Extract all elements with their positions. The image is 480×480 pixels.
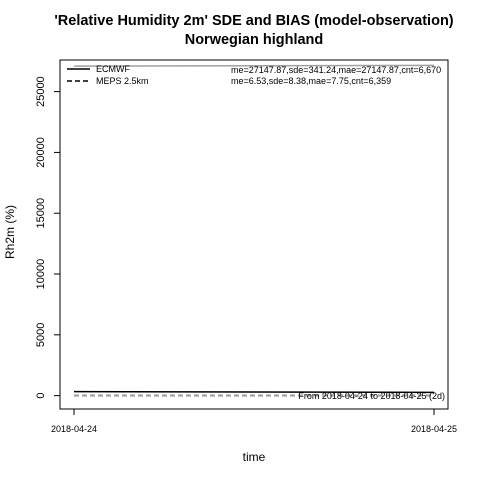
legend-label-ecmwf: ECMWF [96, 64, 130, 74]
y-tick-label: 15000 [35, 198, 47, 229]
y-tick-label: 0 [35, 393, 47, 399]
legend: ECMWF me=27147.87,sde=341.24,mae=27147.8… [67, 64, 441, 86]
y-tick-label: 10000 [35, 259, 47, 290]
date-range-annotation: From 2018-04-24 to 2018-04-25 (2d) [298, 391, 445, 401]
y-tick-label: 5000 [35, 323, 47, 347]
legend-label-meps: MEPS 2.5km [96, 76, 149, 86]
x-tick-label: 2018-04-24 [51, 424, 97, 434]
legend-stats-ecmwf: me=27147.87,sde=341.24,mae=27147.87,cnt=… [231, 65, 441, 75]
chart-title: 'Relative Humidity 2m' SDE and BIAS (mod… [54, 13, 453, 29]
x-axis: 2018-04-24 2018-04-25 [51, 408, 457, 434]
x-tick-label: 2018-04-25 [411, 424, 457, 434]
series-layer [73, 64, 435, 397]
x-axis-label: time [243, 450, 266, 464]
y-axis: 0 5000 10000 15000 20000 25000 [35, 76, 61, 399]
y-axis-label: Rh2m (%) [3, 205, 17, 259]
series-line-0 [73, 390, 435, 394]
legend-stats-meps: me=6.53,sde=8.38,mae=7.75,cnt=6,359 [231, 76, 391, 86]
series-line-1 [73, 64, 435, 67]
y-tick-label: 20000 [35, 137, 47, 168]
y-tick-label: 25000 [35, 76, 47, 107]
chart-subtitle: Norwegian highland [185, 32, 324, 48]
plot-frame [59, 59, 449, 410]
